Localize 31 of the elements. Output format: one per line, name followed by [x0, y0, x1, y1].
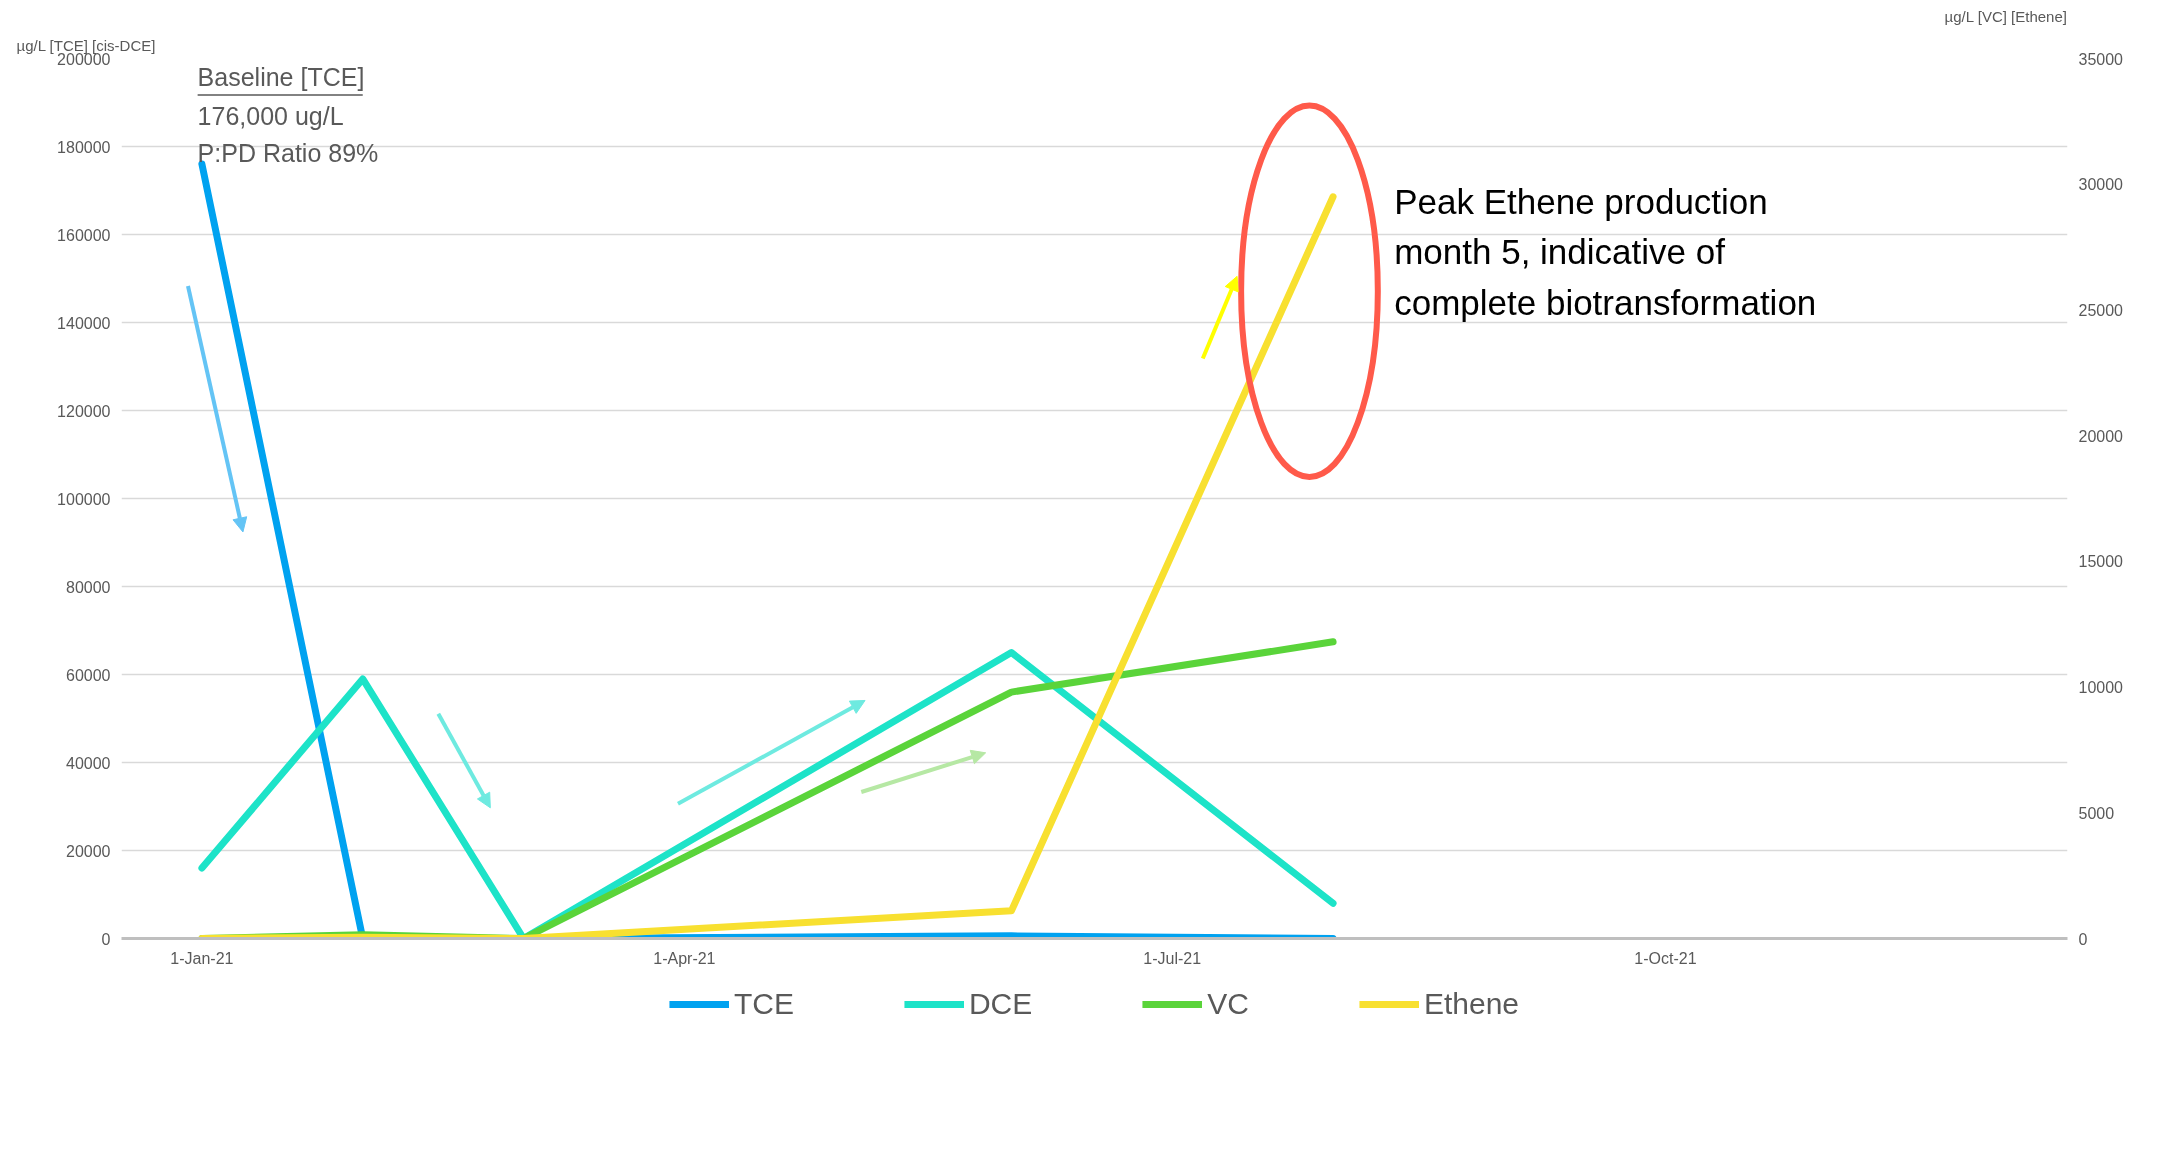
y-tick-label: 80000	[66, 578, 111, 596]
y2-tick-label: 10000	[2078, 679, 2124, 697]
y-tick-label: 140000	[57, 314, 111, 332]
legend-label: TCE	[733, 987, 794, 1021]
y-tick-label: 160000	[57, 226, 111, 244]
y2-axis-title: µg/L [VC] [Ethene]	[1944, 7, 2067, 25]
y2-tick-label: 25000	[2078, 301, 2124, 319]
y-tick-label: 120000	[57, 402, 111, 420]
x-tick-label: 1-Jul-21	[1143, 949, 1202, 967]
y2-tick-label: 30000	[2078, 176, 2124, 194]
legend-label: VC	[1207, 987, 1249, 1021]
annotation: 176,000 ug/L	[197, 101, 344, 130]
y2-tick-label: 35000	[2078, 50, 2124, 68]
y-tick-label: 0	[101, 930, 111, 948]
y2-tick-label: 20000	[2078, 427, 2124, 445]
legend-label: Ethene	[1423, 987, 1520, 1021]
y-tick-label: 40000	[66, 754, 111, 772]
annotation: P:PD Ratio 89%	[197, 139, 379, 168]
x-tick-label: 1-Jan-21	[170, 949, 234, 967]
annotation: Peak Ethene production month 5, indicative of complete biotransformation	[1394, 181, 1817, 323]
x-tick-label: 1-Apr-21	[653, 949, 716, 967]
y2-tick-label: 5000	[2078, 804, 2115, 822]
y2-tick-label: 0	[2078, 930, 2088, 948]
y2-tick-label: 15000	[2078, 553, 2124, 571]
y-tick-label: 100000	[57, 490, 111, 508]
x-tick-label: 1-Oct-21	[1634, 949, 1697, 967]
y-tick-label: 60000	[66, 666, 111, 684]
annotation: Baseline [TCE]	[197, 62, 365, 91]
y-tick-label: 20000	[66, 842, 111, 860]
legend-label: DCE	[968, 987, 1033, 1021]
y-tick-label: 180000	[57, 138, 111, 156]
